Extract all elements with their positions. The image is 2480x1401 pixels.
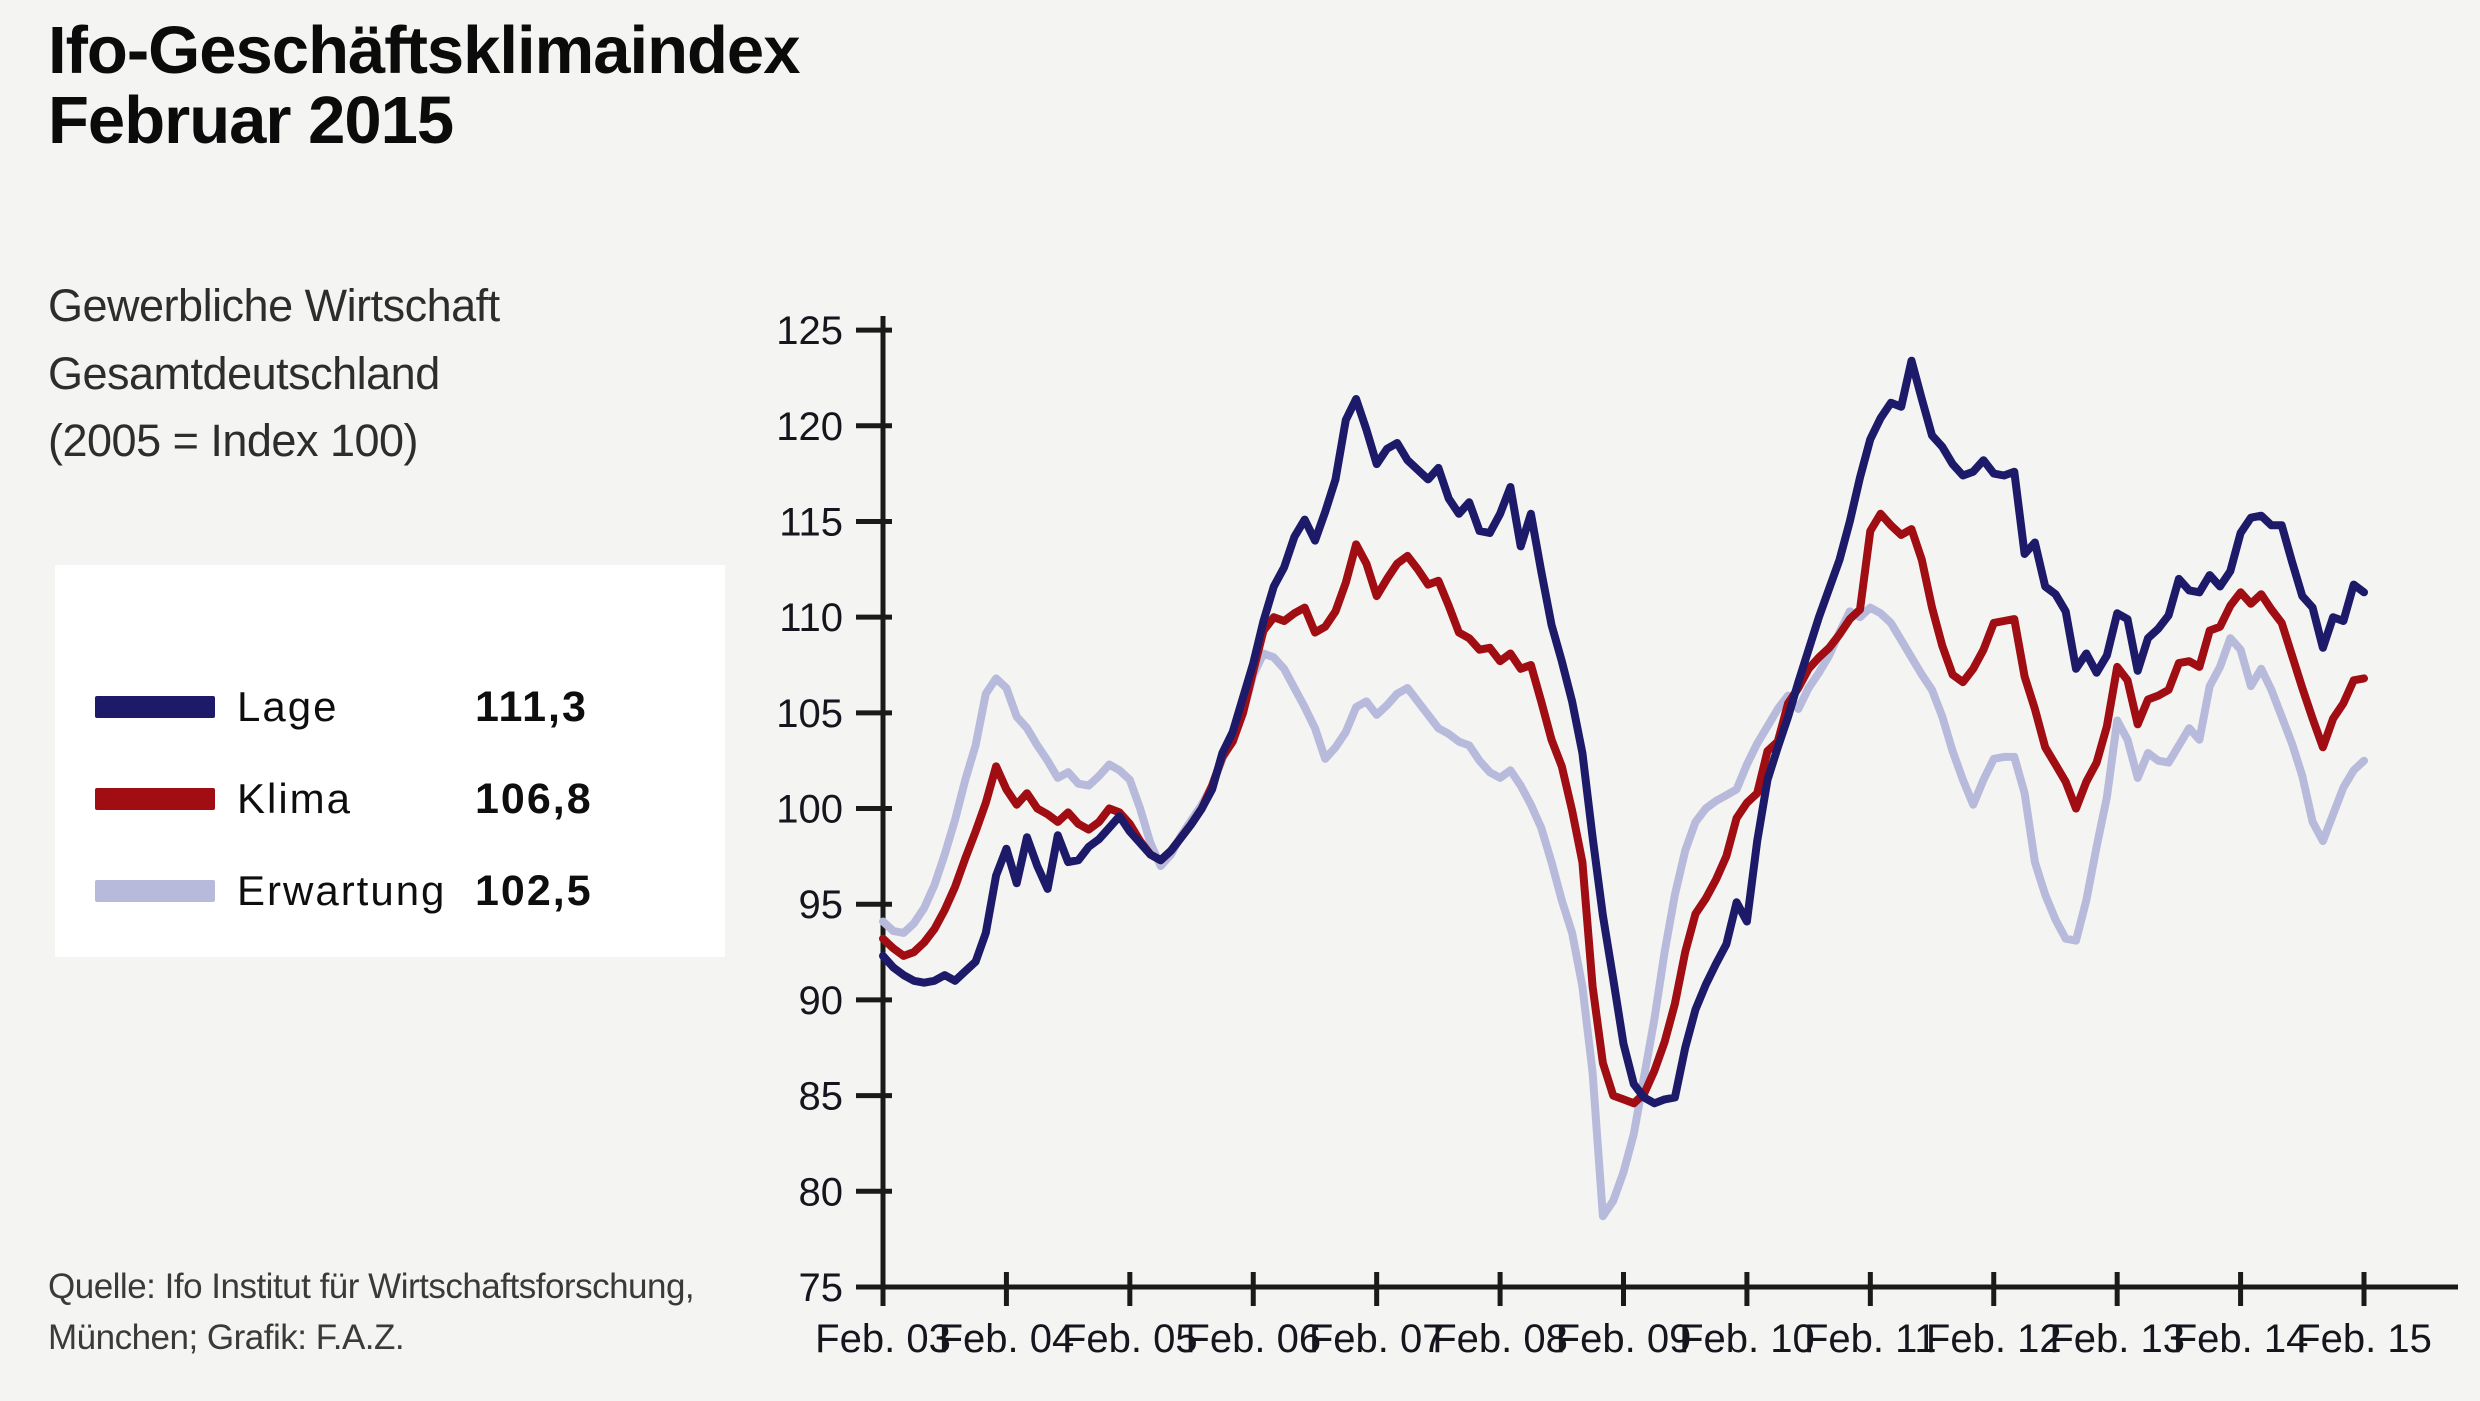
legend-value-erwartung: 102,5 — [475, 866, 593, 915]
y-tick-label: 75 — [799, 1266, 844, 1310]
x-tick-label: Feb. 13 — [2049, 1317, 2185, 1361]
y-tick-label: 125 — [776, 309, 843, 353]
legend-swatch-erwartung — [95, 880, 215, 902]
y-tick-label: 115 — [779, 500, 843, 544]
chart-subtitle: Gewerbliche Wirtschaft Gesamtdeutschland… — [48, 272, 500, 475]
series-line-lage — [879, 356, 2368, 1108]
x-tick-label: Feb. 07 — [1309, 1317, 1445, 1361]
series-line-erwartung — [879, 603, 2368, 1221]
legend-swatch-klima — [95, 788, 215, 810]
y-tick-label: 110 — [779, 596, 843, 640]
y-tick-label: 100 — [776, 788, 843, 832]
y-tick-label: 85 — [799, 1075, 844, 1119]
x-tick-label: Feb. 11 — [1804, 1317, 1937, 1361]
subtitle-line2: Gesamtdeutschland — [48, 347, 440, 399]
legend-label-erwartung: Erwartung — [237, 867, 447, 914]
legend-item-erwartung: Erwartung 102,5 — [55, 845, 725, 937]
x-tick-label: Feb. 06 — [1185, 1317, 1321, 1361]
legend-item-lage: Lage 111,3 — [55, 661, 725, 753]
legend: Lage 111,3 Klima 106,8 Erwartung 102,5 — [55, 565, 725, 957]
y-tick-label: 120 — [776, 405, 843, 449]
x-tick-label: Feb. 15 — [2296, 1317, 2432, 1361]
x-tick-label: Feb. 09 — [1556, 1317, 1692, 1361]
legend-item-klima: Klima 106,8 — [55, 753, 725, 845]
y-tick-label: 95 — [799, 883, 844, 927]
y-tick-label: 105 — [776, 692, 843, 736]
series-line-klima — [879, 509, 2368, 1108]
subtitle-line1: Gewerbliche Wirtschaft — [48, 280, 500, 331]
page-title: Ifo-Geschäftsklimaindex Februar 2015 — [48, 13, 800, 158]
x-tick-label: Feb. 10 — [1679, 1317, 1815, 1361]
page-title-line1: Ifo-Geschäftsklimaindex — [48, 13, 800, 88]
x-tick-label: Feb. 04 — [939, 1317, 1075, 1361]
legend-label-lage: Lage — [237, 683, 339, 730]
legend-value-klima: 106,8 — [475, 774, 593, 823]
y-tick-label: 90 — [799, 979, 844, 1023]
legend-value-lage: 111,3 — [475, 682, 588, 731]
y-tick-label: 80 — [799, 1170, 844, 1214]
source-note: Quelle: Ifo Institut für Wirtschaftsfors… — [48, 1262, 695, 1364]
x-tick-label: Feb. 03 — [815, 1317, 951, 1361]
x-tick-label: Feb. 14 — [2173, 1317, 2309, 1361]
legend-swatch-lage — [95, 696, 215, 718]
subtitle-line3: (2005 = Index 100) — [48, 415, 419, 466]
x-tick-label: Feb. 08 — [1432, 1317, 1568, 1361]
source-line2: München; Grafik: F.A.Z. — [48, 1317, 405, 1357]
x-tick-label: Feb. 05 — [1062, 1317, 1198, 1361]
page-title-line2: Februar 2015 — [48, 82, 454, 158]
source-line1: Quelle: Ifo Institut für Wirtschaftsfors… — [48, 1267, 695, 1306]
legend-label-klima: Klima — [237, 775, 353, 822]
x-tick-label: Feb. 12 — [1926, 1317, 2062, 1361]
